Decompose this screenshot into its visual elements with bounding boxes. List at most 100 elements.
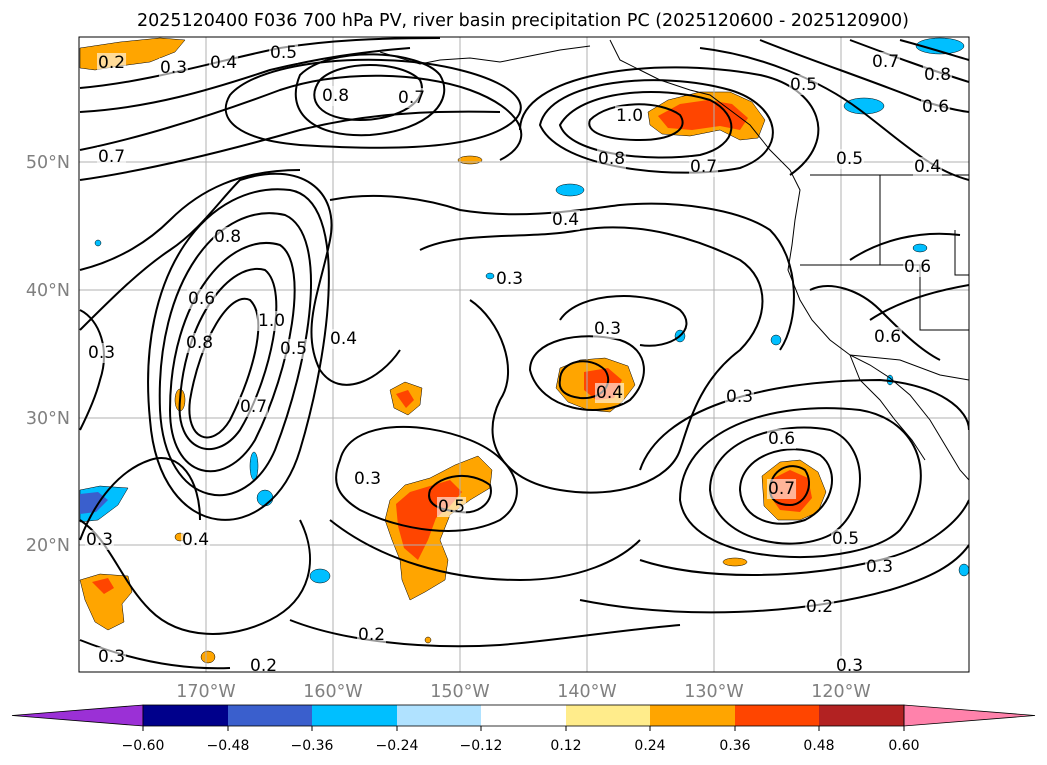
colorbar-label: −0.24: [376, 738, 419, 754]
pv-contour: [79, 47, 411, 113]
chart-title: 2025120400 F036 700 hPa PV, river basin …: [137, 11, 909, 31]
contour-label: 0.5: [790, 75, 817, 95]
colorbar-label: 0.48: [803, 738, 834, 754]
contour-label-bg: [789, 75, 819, 95]
pv-contour: [79, 169, 301, 271]
pv-contour: [528, 335, 645, 411]
colorbar-extend-min: [11, 704, 144, 727]
contour-labels: 0.2 0.3 0.4 0.5 0.8 0.7 0.7 1.0 0.8 0.7 …: [85, 43, 953, 672]
contour-label-bg: [871, 52, 901, 72]
contour-label-bg: [551, 210, 581, 230]
contour-label: 0.4: [330, 329, 357, 349]
pv-contours: [79, 37, 969, 670]
pv-contour: [759, 39, 969, 113]
pv-contour: [168, 242, 296, 473]
contour-label: 0.7: [240, 397, 267, 417]
contour-label-bg: [159, 58, 189, 78]
contour-label: 0.8: [186, 333, 213, 353]
colorbar-segment: [650, 705, 735, 726]
map-frame: [78, 36, 970, 673]
precip-patch: [79, 573, 133, 631]
contour-label-bg: [187, 289, 217, 309]
contour-label: 0.4: [182, 530, 209, 550]
precip-patch: [249, 451, 259, 481]
colorbar-label: −0.12: [460, 738, 503, 754]
contour-label: 0.4: [596, 383, 623, 403]
precip-patch: [80, 492, 108, 514]
contour-label: 0.3: [88, 343, 115, 363]
coastlines: [379, 39, 969, 481]
contour-label: 0.7: [98, 147, 125, 167]
contour-label: 0.3: [496, 269, 523, 289]
contour-label: 1.0: [616, 106, 643, 126]
colorbar-label: −0.60: [122, 738, 165, 754]
precip-patch: [256, 489, 274, 507]
pv-contour: [559, 295, 688, 347]
colorbar-segment: [566, 705, 650, 726]
colorbar-segment: [143, 705, 228, 726]
lon-tick-label: 160°W: [303, 682, 362, 702]
contour-label: 0.5: [438, 497, 465, 517]
lat-tick-label: 40°N: [26, 281, 70, 301]
contour-label: 0.4: [210, 53, 237, 73]
precip-patch: [309, 568, 331, 584]
contour-label-bg: [725, 387, 755, 407]
contour-label-bg: [97, 147, 127, 167]
colorbar-label: 0.24: [634, 738, 665, 754]
lon-tick-label: 130°W: [684, 682, 743, 702]
contour-label: 0.5: [832, 529, 859, 549]
contour-label: 0.3: [726, 387, 753, 407]
contour-label: 0.3: [866, 557, 893, 577]
contour-label: 0.2: [98, 53, 125, 73]
contour-label: 0.7: [398, 88, 425, 108]
contour-label-bg: [213, 227, 243, 247]
contour-label: 0.8: [322, 86, 349, 106]
colorbar-outline: [142, 704, 905, 727]
precip-patch: [94, 239, 102, 247]
pv-contour: [869, 284, 969, 321]
contour-label: 0.3: [98, 647, 125, 667]
contour-label-bg: [921, 97, 951, 117]
precip-patch: [555, 183, 585, 197]
colorbar-label: −0.36: [291, 738, 334, 754]
contour-label-bg: [805, 597, 835, 617]
pv-contour: [335, 425, 518, 532]
contour-label-bg: [329, 329, 359, 349]
pv-contour: [147, 188, 330, 521]
contour-label-bg: [913, 157, 943, 177]
colorbar-label: −0.48: [207, 738, 250, 754]
pv-contour: [79, 172, 401, 386]
contour-label: 0.5: [836, 149, 863, 169]
contour-label: 0.3: [86, 530, 113, 550]
contour-label: 0.3: [354, 469, 381, 489]
contour-label: 0.6: [922, 97, 949, 117]
pv-contour: [639, 378, 969, 471]
contour-label: 0.5: [280, 339, 307, 359]
contour-label-bg: [257, 311, 287, 331]
lon-ticks: 170°W 160°W 150°W 140°W 130°W 120°W: [176, 682, 870, 702]
contour-label: 0.5: [270, 43, 297, 63]
pv-contour: [639, 499, 969, 576]
contour-label: 0.3: [594, 319, 621, 339]
precip-patch: [722, 557, 748, 567]
pv-contour: [588, 103, 684, 142]
contour-label: 0.4: [914, 157, 941, 177]
precip-patch: [958, 563, 969, 577]
baja-california: [849, 354, 926, 461]
contour-label-bg: [249, 656, 279, 672]
colorbar-segment: [819, 705, 904, 726]
contour-label: 1.0: [258, 311, 285, 331]
pv-contour: [289, 619, 681, 648]
pv-contour: [79, 309, 105, 431]
colorbar-segment: [735, 705, 819, 726]
state-border: [954, 230, 969, 276]
contour-label-bg: [353, 469, 383, 489]
colorbar-extend-max: [903, 704, 1036, 727]
contour-label-bg: [269, 43, 299, 63]
contour-label-bg: [209, 53, 239, 73]
contour-label-bg: [181, 530, 211, 550]
contour-label-bg: [835, 149, 865, 169]
contour-label: 0.6: [768, 429, 795, 449]
alaska-aleutians: [379, 45, 591, 65]
mexico-border: [849, 354, 969, 381]
